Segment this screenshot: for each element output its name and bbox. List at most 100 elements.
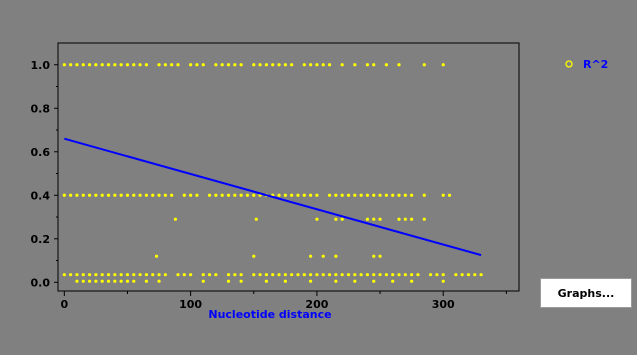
data-point <box>75 279 79 283</box>
data-point <box>422 63 426 67</box>
data-point <box>391 279 395 283</box>
data-point <box>144 193 149 197</box>
data-point <box>69 273 73 277</box>
data-point <box>410 273 414 277</box>
data-point <box>113 273 117 277</box>
data-point <box>410 217 414 221</box>
data-point <box>245 193 250 197</box>
data-point <box>144 63 149 67</box>
data-point <box>403 273 407 277</box>
data-point <box>189 273 193 277</box>
data-point <box>340 193 344 197</box>
data-point <box>334 279 338 283</box>
scatter-points <box>62 63 483 283</box>
data-point <box>189 63 193 67</box>
data-point <box>410 279 414 283</box>
data-point <box>94 279 98 283</box>
data-point <box>309 279 313 283</box>
data-point <box>378 273 382 277</box>
data-point <box>239 273 243 277</box>
data-point <box>372 254 376 258</box>
data-point <box>359 273 363 277</box>
data-point <box>173 217 178 221</box>
data-point <box>378 254 382 258</box>
data-point <box>125 279 130 283</box>
data-point <box>365 217 370 221</box>
data-point <box>397 193 401 197</box>
y-tick-label: 0.2 <box>31 233 51 246</box>
data-point <box>151 193 155 197</box>
data-point <box>119 63 123 67</box>
data-point <box>87 193 92 197</box>
data-point <box>277 63 281 67</box>
data-point <box>252 63 256 67</box>
data-point <box>353 193 357 197</box>
data-point <box>106 63 111 67</box>
data-point <box>151 273 155 277</box>
data-point <box>309 193 313 197</box>
data-point <box>226 63 231 67</box>
data-point <box>296 193 300 197</box>
plot-area <box>57 42 520 292</box>
y-tick-label: 0.4 <box>31 189 51 202</box>
data-point <box>226 279 231 283</box>
data-point <box>106 273 111 277</box>
data-point <box>69 193 73 197</box>
data-point <box>132 279 136 283</box>
data-point <box>410 193 414 197</box>
data-point <box>346 193 351 197</box>
data-point <box>144 279 149 283</box>
data-point <box>384 273 388 277</box>
data-point <box>441 63 445 67</box>
data-point <box>435 273 439 277</box>
legend-marker <box>565 60 573 68</box>
data-point <box>201 273 205 277</box>
data-point <box>214 63 218 67</box>
data-point <box>239 63 243 67</box>
data-point <box>233 63 237 67</box>
data-point <box>365 63 370 67</box>
data-point <box>182 273 186 277</box>
data-point <box>163 63 167 67</box>
data-point <box>264 273 268 277</box>
data-point <box>163 273 167 277</box>
data-point <box>466 273 471 277</box>
data-point <box>125 63 130 67</box>
data-point <box>340 273 344 277</box>
graphs-button[interactable]: Graphs... <box>540 278 632 308</box>
data-point <box>119 279 123 283</box>
data-point <box>258 63 262 67</box>
data-point <box>138 63 142 67</box>
y-tick-label: 1.0 <box>31 59 51 72</box>
x-tick-label: 0 <box>60 298 68 311</box>
data-point <box>94 193 98 197</box>
data-point <box>283 63 287 67</box>
data-point <box>100 273 104 277</box>
data-point <box>283 273 287 277</box>
data-point <box>220 63 224 67</box>
trend-line <box>64 137 482 257</box>
data-point <box>214 193 218 197</box>
data-point <box>201 279 205 283</box>
data-point <box>441 279 445 283</box>
data-point <box>201 63 205 67</box>
data-point <box>290 273 294 277</box>
data-point <box>353 273 357 277</box>
data-point <box>372 63 376 67</box>
data-point <box>384 63 388 67</box>
data-point <box>315 193 319 197</box>
data-point <box>277 273 281 277</box>
data-point <box>290 63 294 67</box>
data-point <box>81 193 85 197</box>
data-point <box>479 273 483 277</box>
data-point <box>340 63 344 67</box>
data-point <box>144 273 149 277</box>
data-point <box>195 193 199 197</box>
x-tick-label: 100 <box>179 298 202 311</box>
data-point <box>62 193 66 197</box>
data-point <box>327 63 332 67</box>
data-point <box>277 193 281 197</box>
data-point <box>391 273 395 277</box>
data-point <box>309 254 313 258</box>
data-point <box>397 63 401 67</box>
